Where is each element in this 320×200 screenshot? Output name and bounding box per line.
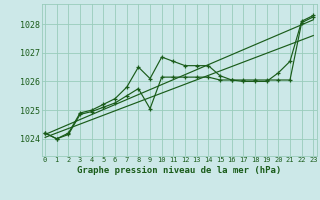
X-axis label: Graphe pression niveau de la mer (hPa): Graphe pression niveau de la mer (hPa)	[77, 166, 281, 175]
